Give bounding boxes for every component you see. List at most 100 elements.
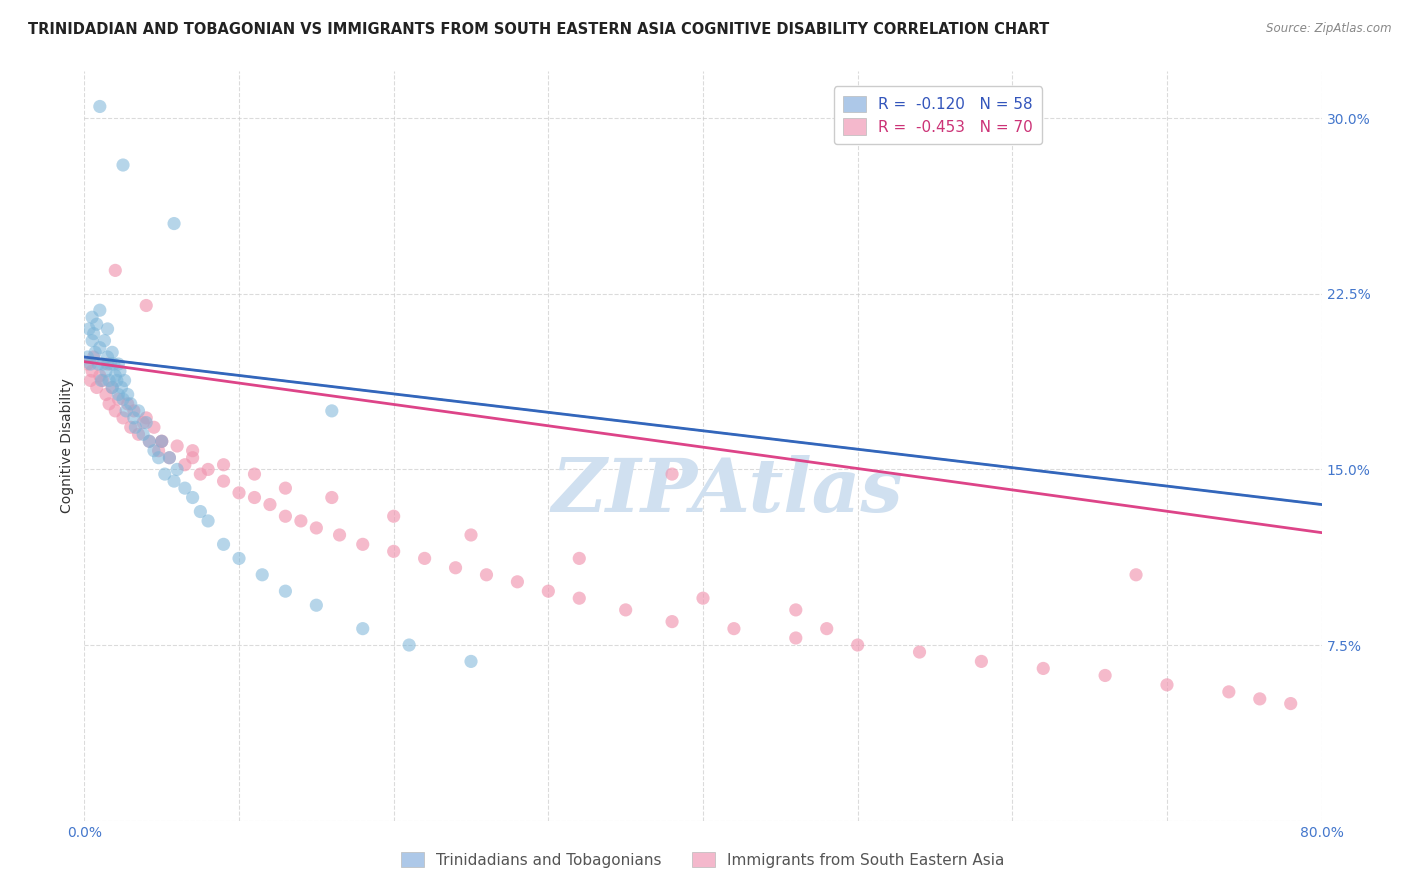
- Point: [614, 603, 637, 617]
- Point: [107, 392, 129, 407]
- Point: [274, 509, 297, 524]
- Point: [290, 514, 312, 528]
- Point: [460, 528, 482, 542]
- Point: [212, 458, 235, 472]
- Point: [138, 434, 160, 449]
- Point: [1094, 668, 1116, 682]
- Point: [135, 411, 157, 425]
- Point: [815, 622, 838, 636]
- Point: [89, 303, 111, 318]
- Point: [112, 158, 135, 172]
- Point: [127, 427, 149, 442]
- Point: [166, 439, 188, 453]
- Point: [96, 322, 118, 336]
- Point: [82, 310, 104, 325]
- Point: [250, 567, 273, 582]
- Point: [197, 462, 219, 476]
- Point: [143, 420, 166, 434]
- Point: [101, 380, 124, 394]
- Point: [181, 443, 204, 458]
- Point: [94, 364, 117, 378]
- Point: [105, 374, 128, 388]
- Point: [305, 599, 328, 613]
- Point: [785, 631, 807, 645]
- Point: [274, 584, 297, 599]
- Point: [163, 474, 186, 488]
- Point: [110, 380, 132, 394]
- Point: [94, 387, 117, 401]
- Point: [228, 485, 250, 500]
- Point: [101, 345, 124, 359]
- Point: [122, 411, 145, 425]
- Point: [1279, 697, 1302, 711]
- Point: [98, 374, 121, 388]
- Point: [723, 622, 745, 636]
- Point: [87, 357, 110, 371]
- Point: [243, 491, 266, 505]
- Point: [274, 481, 297, 495]
- Point: [76, 350, 98, 364]
- Point: [76, 357, 98, 371]
- Point: [89, 368, 111, 383]
- Point: [150, 434, 173, 449]
- Point: [112, 392, 135, 407]
- Point: [138, 434, 160, 449]
- Point: [112, 411, 135, 425]
- Point: [908, 645, 931, 659]
- Point: [124, 420, 146, 434]
- Point: [153, 467, 176, 482]
- Point: [692, 591, 714, 606]
- Point: [212, 474, 235, 488]
- Point: [328, 528, 352, 542]
- Point: [77, 322, 100, 336]
- Point: [243, 467, 266, 482]
- Legend: R =  -0.120   N = 58, R =  -0.453   N = 70: R = -0.120 N = 58, R = -0.453 N = 70: [834, 87, 1042, 145]
- Point: [150, 434, 173, 449]
- Point: [82, 334, 104, 348]
- Point: [1125, 567, 1147, 582]
- Point: [117, 387, 139, 401]
- Point: [115, 404, 138, 418]
- Point: [352, 622, 374, 636]
- Point: [181, 450, 204, 465]
- Point: [1218, 685, 1240, 699]
- Point: [1032, 661, 1054, 675]
- Point: [104, 368, 127, 383]
- Point: [98, 397, 121, 411]
- Point: [166, 462, 188, 476]
- Point: [537, 584, 560, 599]
- Point: [86, 380, 108, 394]
- Point: [79, 357, 101, 371]
- Point: [197, 514, 219, 528]
- Point: [398, 638, 420, 652]
- Point: [120, 397, 142, 411]
- Point: [100, 357, 122, 371]
- Point: [1249, 692, 1271, 706]
- Point: [107, 357, 129, 371]
- Point: [174, 458, 197, 472]
- Text: ZIPAtlas: ZIPAtlas: [553, 455, 904, 527]
- Point: [90, 374, 112, 388]
- Point: [568, 551, 591, 566]
- Point: [846, 638, 869, 652]
- Point: [96, 357, 118, 371]
- Point: [181, 491, 204, 505]
- Point: [150, 434, 173, 449]
- Point: [259, 498, 281, 512]
- Point: [117, 397, 139, 411]
- Point: [103, 357, 125, 371]
- Point: [475, 567, 498, 582]
- Point: [79, 374, 101, 388]
- Point: [785, 603, 807, 617]
- Point: [120, 420, 142, 434]
- Point: [86, 318, 108, 332]
- Point: [93, 334, 115, 348]
- Point: [321, 491, 343, 505]
- Point: [382, 544, 405, 558]
- Point: [127, 404, 149, 418]
- Point: [444, 561, 467, 575]
- Point: [132, 427, 155, 442]
- Legend: Trinidadians and Tobagonians, Immigrants from South Eastern Asia: Trinidadians and Tobagonians, Immigrants…: [395, 846, 1011, 873]
- Point: [460, 655, 482, 669]
- Text: Source: ZipAtlas.com: Source: ZipAtlas.com: [1267, 22, 1392, 36]
